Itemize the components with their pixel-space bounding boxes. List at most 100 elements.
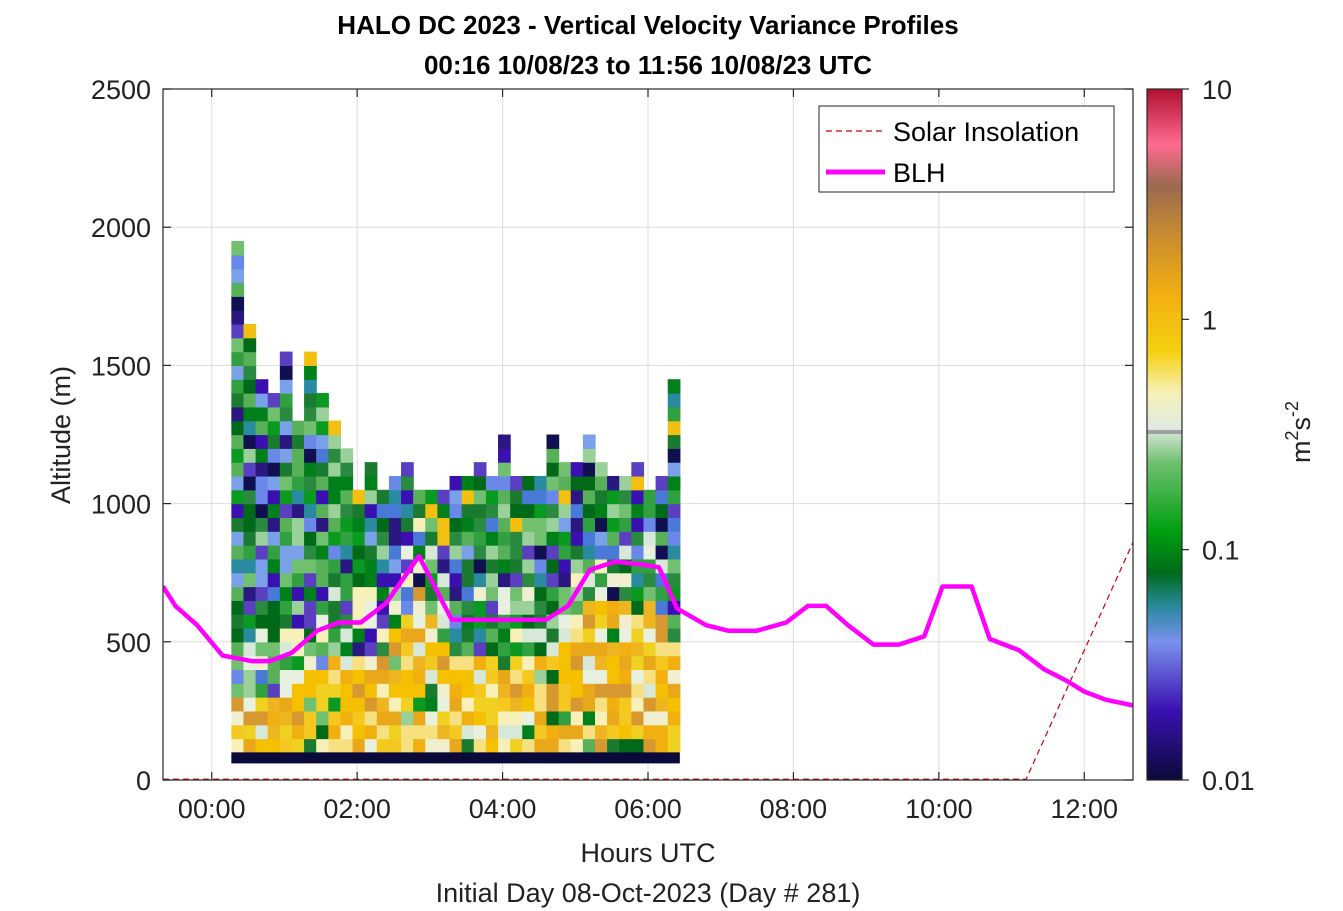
heatmap-cell xyxy=(243,627,257,643)
heatmap-cell xyxy=(534,558,548,574)
heatmap-cell xyxy=(667,655,681,671)
heatmap-cell xyxy=(328,545,342,560)
heatmap-cell xyxy=(655,683,669,698)
heatmap-cell xyxy=(461,655,475,671)
heatmap-cell xyxy=(267,517,281,532)
heatmap-cell xyxy=(340,724,354,740)
heatmap-cell xyxy=(291,614,305,629)
heatmap-cell xyxy=(522,627,535,643)
heatmap-cell xyxy=(667,738,681,753)
heatmap-cell xyxy=(473,586,487,601)
heatmap-cell xyxy=(449,600,463,615)
heatmap-cell xyxy=(655,475,669,491)
heatmap-cell xyxy=(316,600,329,615)
heatmap-cell xyxy=(267,614,281,629)
heatmap-cell xyxy=(243,448,257,463)
heatmap-cell xyxy=(267,641,281,657)
heatmap-cell xyxy=(316,710,329,726)
heatmap-cell xyxy=(267,448,281,463)
heatmap-cell xyxy=(570,531,584,546)
heatmap-cell xyxy=(291,434,305,449)
heatmap-cell xyxy=(267,406,281,422)
heatmap-cell xyxy=(243,379,257,394)
heatmap-cell xyxy=(255,697,269,712)
heatmap-cell xyxy=(534,475,548,491)
heatmap-cell xyxy=(473,462,487,477)
heatmap-cell xyxy=(655,669,669,684)
heatmap-cell xyxy=(534,655,548,671)
heatmap-cell xyxy=(534,572,548,588)
heatmap-cell xyxy=(607,697,620,712)
heatmap-cell xyxy=(231,614,245,629)
heatmap-cell xyxy=(231,738,245,753)
heatmap-cell xyxy=(631,627,645,643)
heatmap-cell xyxy=(449,710,463,726)
heatmap-cell xyxy=(352,531,366,546)
heatmap-cell xyxy=(388,710,402,726)
heatmap-cell xyxy=(231,379,245,394)
heatmap-cell xyxy=(607,724,620,740)
x-axis-sublabel: Initial Day 08-Oct-2023 (Day # 281) xyxy=(436,878,861,908)
heatmap-cell xyxy=(534,641,548,657)
heatmap-cell xyxy=(485,558,499,574)
heatmap-cell xyxy=(425,531,439,546)
heatmap-cell xyxy=(340,738,354,753)
heatmap-cell xyxy=(316,572,329,588)
colorbar-label: m2s-2 xyxy=(1282,401,1316,463)
heatmap-cell xyxy=(619,531,632,546)
heatmap-cell xyxy=(667,420,681,436)
heatmap-cell xyxy=(631,517,645,532)
heatmap-cell xyxy=(607,531,620,546)
heatmap-cell xyxy=(243,462,257,477)
heatmap-cell xyxy=(473,475,487,491)
heatmap-cell xyxy=(607,517,620,532)
heatmap-cell xyxy=(401,627,414,643)
x-tick-label: 00:00 xyxy=(178,794,246,824)
heatmap-cell xyxy=(279,365,293,380)
heatmap-cell xyxy=(425,697,439,712)
heatmap-cell xyxy=(498,489,511,505)
heatmap-cell xyxy=(340,710,354,726)
heatmap-cell xyxy=(401,697,414,712)
heatmap-cell xyxy=(473,683,487,698)
heatmap-cell xyxy=(655,586,669,601)
heatmap-cell xyxy=(498,710,511,726)
heatmap-cell xyxy=(570,655,584,671)
heatmap-cell xyxy=(655,738,669,753)
heatmap-cell xyxy=(231,448,245,463)
heatmap-cell xyxy=(413,586,426,601)
heatmap-cell xyxy=(291,600,305,615)
heatmap-cell xyxy=(461,517,475,532)
heatmap-cell xyxy=(328,420,342,436)
legend-solar-label: Solar Insolation xyxy=(893,117,1079,147)
heatmap-cell xyxy=(291,655,305,671)
heatmap-cell xyxy=(437,724,451,740)
heatmap-cell xyxy=(316,724,329,740)
heatmap-cell xyxy=(243,489,257,505)
heatmap-cell xyxy=(498,600,511,615)
heatmap-cell xyxy=(279,406,293,422)
heatmap-cell xyxy=(534,710,548,726)
heatmap-cell xyxy=(631,531,645,546)
heatmap-cell xyxy=(231,710,245,726)
heatmap-cell xyxy=(316,641,329,657)
heatmap-cell xyxy=(328,586,342,601)
heatmap-cell xyxy=(291,420,305,436)
heatmap-cell xyxy=(582,669,596,684)
heatmap-cell xyxy=(594,669,608,684)
x-axis-label: Hours UTC xyxy=(580,838,715,868)
y-tick-label: 2000 xyxy=(91,213,151,243)
y-axis-label: Altitude (m) xyxy=(46,366,76,504)
heatmap-cell xyxy=(534,627,548,643)
heatmap-cell xyxy=(243,558,257,574)
heatmap-cell xyxy=(267,558,281,574)
heatmap-cell xyxy=(498,545,511,560)
heatmap-cell xyxy=(534,600,548,615)
heatmap-cell xyxy=(328,600,342,615)
heatmap-cell xyxy=(279,627,293,643)
heatmap-cell xyxy=(364,503,378,519)
heatmap-cell xyxy=(316,448,329,463)
heatmap-cell xyxy=(667,517,681,532)
heatmap-cell xyxy=(461,641,475,657)
